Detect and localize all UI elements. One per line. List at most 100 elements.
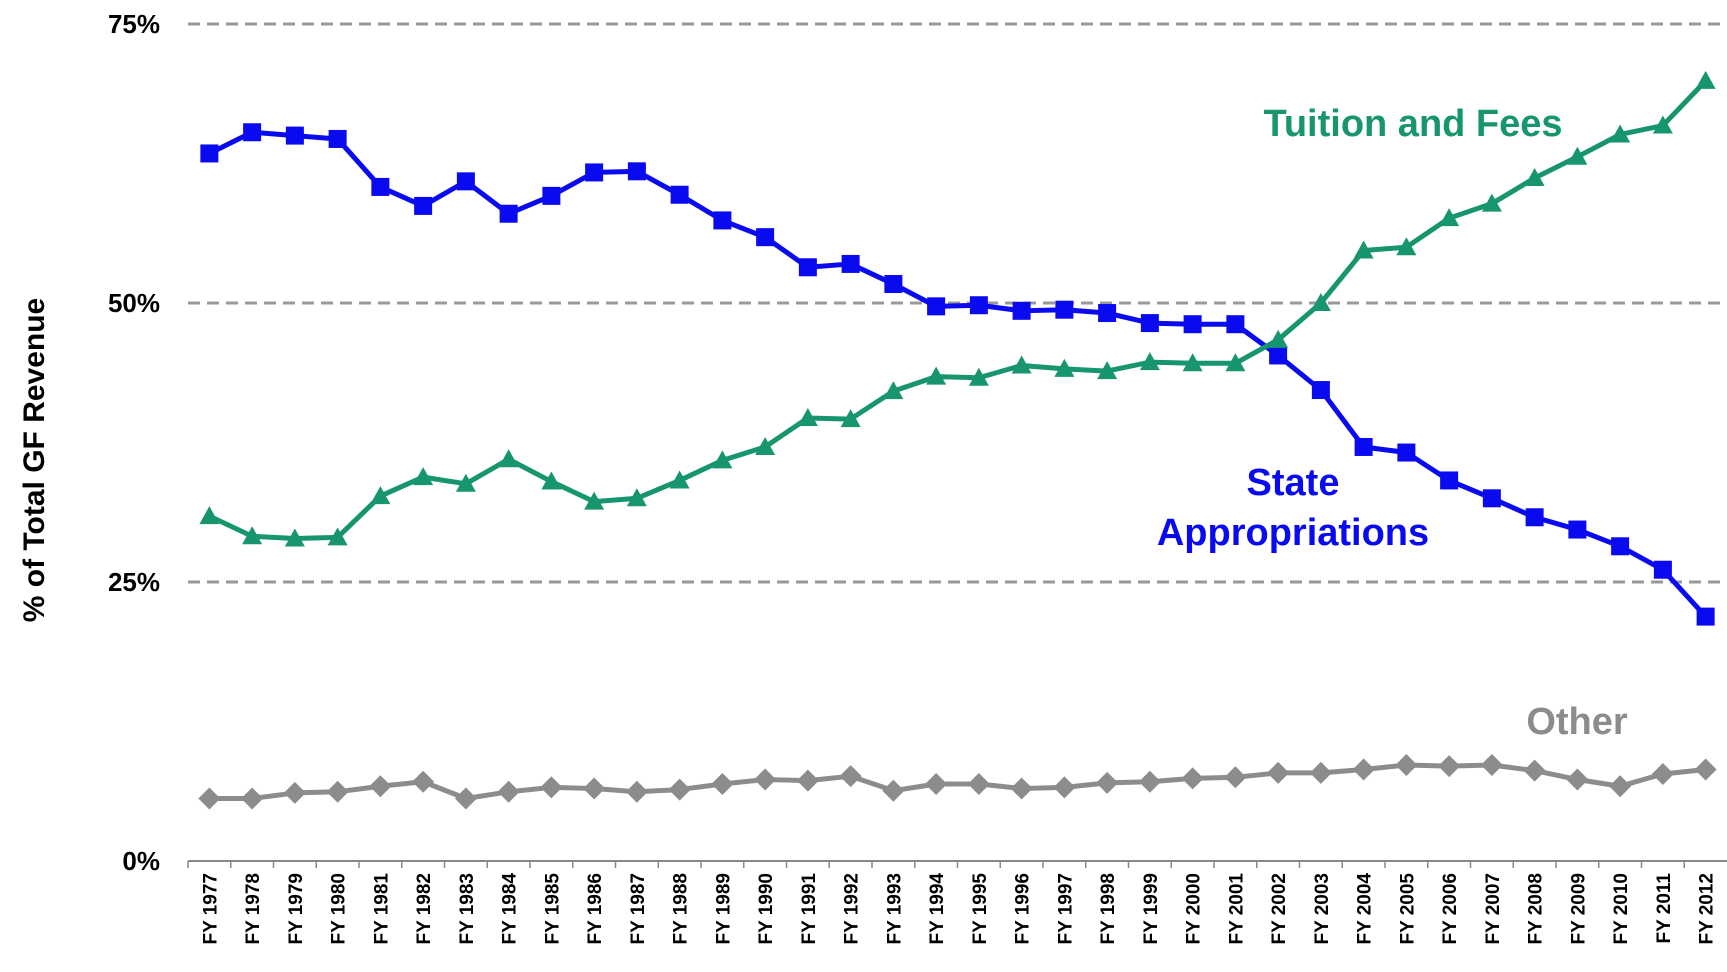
x-tick-label: FY 1980 bbox=[329, 873, 350, 944]
marker bbox=[1011, 355, 1032, 374]
x-tick-label: FY 2006 bbox=[1440, 873, 1461, 944]
y-tick-label: 50% bbox=[108, 288, 160, 318]
x-tick-label: FY 1995 bbox=[970, 873, 991, 945]
marker bbox=[1652, 115, 1673, 134]
marker bbox=[927, 297, 946, 316]
marker bbox=[841, 254, 860, 273]
marker bbox=[668, 778, 691, 801]
marker bbox=[1353, 240, 1374, 259]
marker bbox=[414, 196, 433, 215]
marker bbox=[1695, 70, 1716, 89]
marker bbox=[1183, 315, 1202, 334]
marker bbox=[1568, 520, 1587, 539]
marker bbox=[1525, 508, 1544, 527]
marker bbox=[713, 211, 732, 230]
marker bbox=[625, 780, 648, 803]
marker bbox=[1439, 208, 1460, 227]
x-tick-label: FY 1989 bbox=[713, 873, 734, 944]
marker bbox=[1309, 761, 1332, 784]
marker bbox=[327, 527, 348, 546]
marker bbox=[1010, 777, 1033, 800]
marker bbox=[1438, 755, 1461, 778]
marker bbox=[1225, 353, 1246, 372]
marker bbox=[326, 780, 349, 803]
marker bbox=[1610, 124, 1631, 143]
y-tick-label: 25% bbox=[108, 567, 160, 597]
marker bbox=[1054, 358, 1075, 377]
marker bbox=[627, 162, 646, 181]
x-tick-label: FY 2005 bbox=[1397, 873, 1418, 945]
marker bbox=[1480, 754, 1503, 777]
marker bbox=[883, 381, 904, 400]
marker bbox=[1055, 300, 1074, 319]
marker bbox=[328, 129, 347, 148]
marker bbox=[669, 470, 690, 489]
marker bbox=[455, 473, 476, 492]
x-tick-label: FY 2000 bbox=[1184, 873, 1205, 944]
series-line bbox=[208, 79, 1708, 541]
marker bbox=[541, 471, 562, 490]
x-tick-label: FY 1996 bbox=[1013, 873, 1034, 944]
x-tick-label: FY 1990 bbox=[756, 873, 777, 944]
marker bbox=[754, 768, 777, 791]
marker bbox=[413, 467, 434, 486]
x-tick-label: FY 1997 bbox=[1055, 873, 1076, 944]
marker bbox=[882, 779, 905, 802]
marker bbox=[926, 366, 947, 385]
x-tick-label: FY 1994 bbox=[927, 873, 948, 945]
marker bbox=[583, 777, 606, 800]
marker bbox=[1609, 775, 1632, 798]
x-tick-label: FY 1992 bbox=[842, 873, 863, 944]
x-tick-label: FY 1982 bbox=[414, 873, 435, 944]
marker bbox=[626, 488, 647, 507]
marker bbox=[285, 126, 304, 145]
marker bbox=[284, 528, 305, 547]
marker bbox=[456, 172, 475, 191]
marker bbox=[1140, 314, 1159, 333]
marker bbox=[1097, 361, 1118, 380]
marker bbox=[1696, 607, 1715, 626]
marker bbox=[1224, 766, 1247, 789]
marker bbox=[1524, 168, 1545, 187]
x-tick-label: FY 1983 bbox=[457, 873, 478, 944]
x-tick-label: FY 1979 bbox=[286, 873, 307, 944]
marker bbox=[797, 407, 818, 426]
x-tick-label: FY 1977 bbox=[200, 873, 221, 944]
marker bbox=[1611, 537, 1630, 556]
x-tick-label: FY 1978 bbox=[243, 873, 264, 944]
marker bbox=[840, 409, 861, 428]
marker bbox=[200, 144, 219, 163]
marker bbox=[540, 776, 563, 799]
marker bbox=[1012, 301, 1031, 320]
marker bbox=[1653, 560, 1672, 579]
marker bbox=[542, 186, 561, 205]
marker bbox=[1181, 767, 1204, 790]
marker bbox=[968, 367, 989, 386]
y-tick-label: 0% bbox=[122, 846, 160, 876]
x-tick-label: FY 2001 bbox=[1226, 873, 1247, 945]
marker bbox=[498, 449, 519, 468]
x-tick-label: FY 2009 bbox=[1568, 873, 1589, 944]
marker bbox=[1694, 758, 1717, 781]
series-label: State Appropriations bbox=[1156, 462, 1430, 554]
x-tick-label: FY 2007 bbox=[1483, 873, 1504, 944]
marker bbox=[584, 491, 605, 510]
x-tick-label: FY 1985 bbox=[542, 873, 563, 945]
marker bbox=[1651, 762, 1674, 785]
marker bbox=[499, 204, 518, 223]
marker bbox=[241, 787, 264, 810]
x-tick-label: FY 1993 bbox=[884, 873, 905, 944]
marker bbox=[497, 780, 520, 803]
x-tick-label: FY 1984 bbox=[500, 873, 521, 945]
marker bbox=[1268, 329, 1289, 348]
marker bbox=[199, 506, 220, 525]
x-tick-label: FY 1987 bbox=[628, 873, 649, 944]
marker bbox=[884, 275, 903, 294]
marker bbox=[1523, 759, 1546, 782]
marker bbox=[1396, 237, 1417, 256]
marker bbox=[1566, 768, 1589, 791]
marker bbox=[711, 772, 734, 795]
marker bbox=[1138, 770, 1161, 793]
